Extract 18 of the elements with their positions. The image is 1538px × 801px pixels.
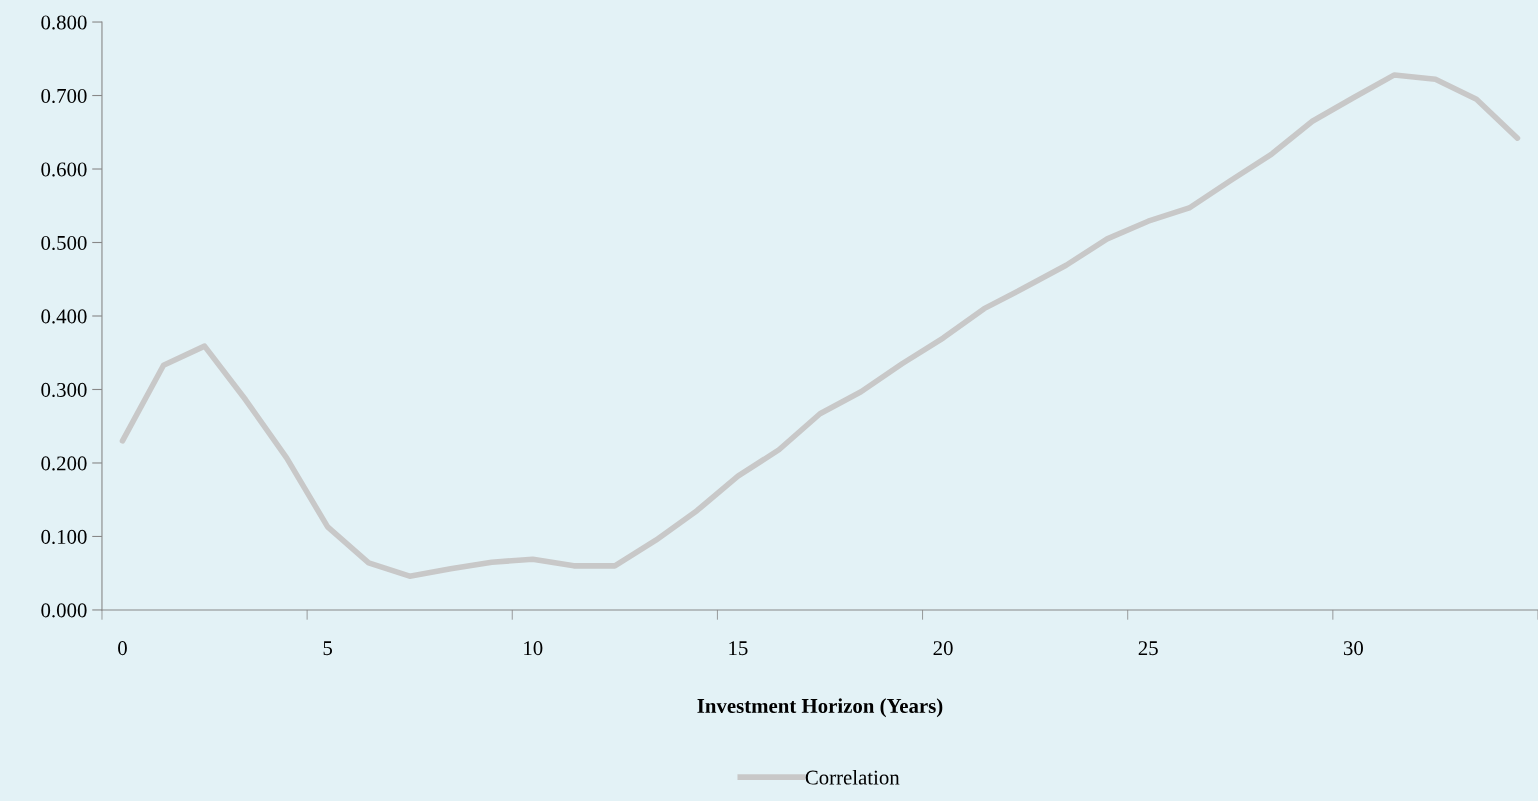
y-tick-label: 0.400 [41, 309, 87, 324]
x-tick-label: 10 [524, 641, 543, 656]
y-tick-label: 0.500 [41, 235, 87, 251]
y-tick-label: 0.800 [41, 15, 87, 30]
y-tick-label: 0.100 [41, 529, 87, 544]
x-tick-label: 20 [933, 641, 953, 656]
x-tick-label: 15 [729, 641, 748, 656]
x-tick-label: 30 [1343, 641, 1363, 656]
x-tick-label: 0 [118, 641, 127, 656]
y-tick-label: 0.700 [41, 88, 87, 104]
x-tick-label: 25 [1138, 641, 1158, 656]
y-tick-label: 0.000 [41, 603, 87, 618]
x-tick-label: 5 [323, 641, 333, 656]
y-tick-label: 0.200 [41, 456, 87, 471]
legend-label: Correlation [805, 769, 900, 785]
x-axis-title: Investment Horizon (Years) [697, 698, 943, 718]
y-tick-label: 0.600 [41, 162, 87, 177]
y-tick-label: 0.300 [41, 382, 87, 398]
